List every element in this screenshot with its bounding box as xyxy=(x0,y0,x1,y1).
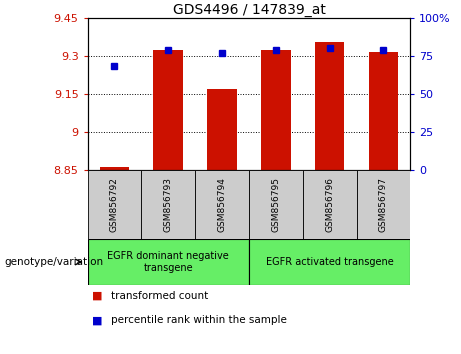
Bar xyxy=(369,52,398,170)
Bar xyxy=(142,170,195,239)
Text: transformed count: transformed count xyxy=(111,291,208,301)
Bar xyxy=(315,42,344,170)
Text: ■: ■ xyxy=(92,315,103,325)
Bar xyxy=(303,170,356,239)
Text: GSM856797: GSM856797 xyxy=(379,177,388,232)
Text: genotype/variation: genotype/variation xyxy=(5,257,104,267)
Title: GDS4496 / 147839_at: GDS4496 / 147839_at xyxy=(172,3,325,17)
Bar xyxy=(356,170,410,239)
Text: GSM856796: GSM856796 xyxy=(325,177,334,232)
Text: ■: ■ xyxy=(92,291,103,301)
Text: GSM856794: GSM856794 xyxy=(218,177,226,232)
Bar xyxy=(88,239,249,285)
Bar xyxy=(249,170,303,239)
Bar xyxy=(154,50,183,170)
Bar xyxy=(195,170,249,239)
Text: EGFR activated transgene: EGFR activated transgene xyxy=(266,257,394,267)
Bar xyxy=(100,167,129,170)
Text: percentile rank within the sample: percentile rank within the sample xyxy=(111,315,287,325)
Bar xyxy=(249,239,410,285)
Text: EGFR dominant negative
transgene: EGFR dominant negative transgene xyxy=(107,251,229,273)
Text: GSM856792: GSM856792 xyxy=(110,177,119,232)
Bar xyxy=(88,170,142,239)
Bar xyxy=(207,89,237,170)
Bar xyxy=(261,50,290,170)
Text: GSM856793: GSM856793 xyxy=(164,177,173,232)
Text: GSM856795: GSM856795 xyxy=(272,177,280,232)
